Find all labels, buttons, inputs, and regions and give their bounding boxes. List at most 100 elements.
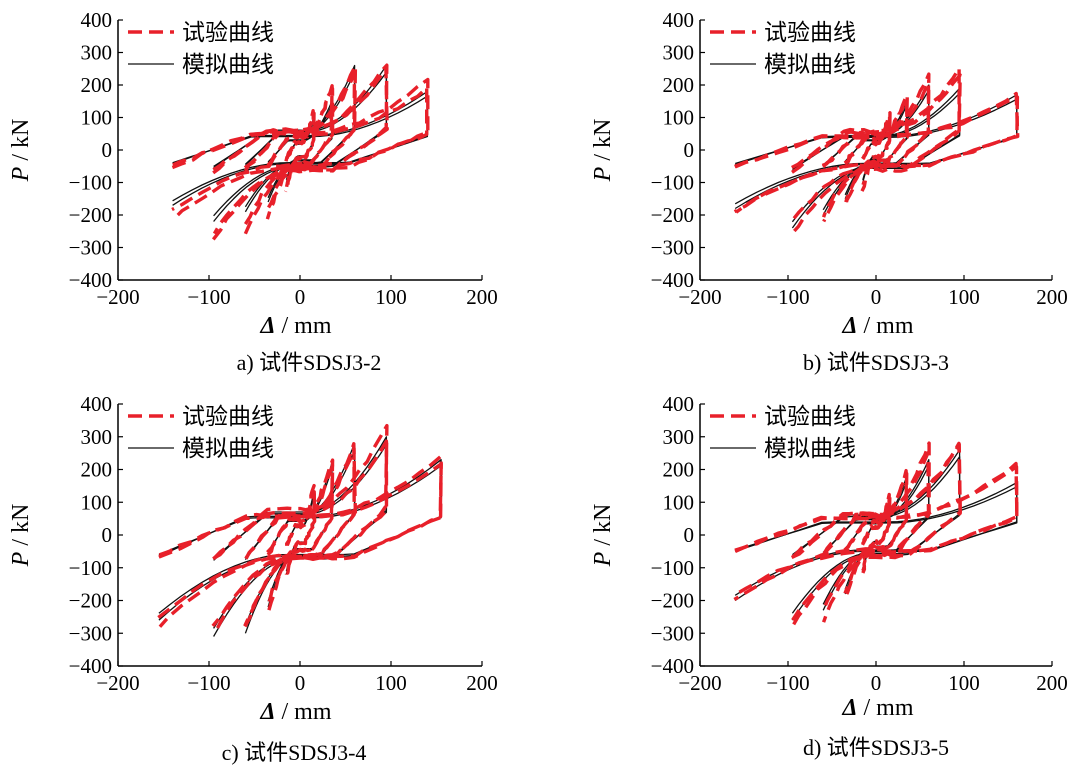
test-loop-b-4-1: [733, 95, 1020, 214]
x-tick-label: 100: [948, 671, 980, 695]
y-axis-unit: / kN: [590, 504, 616, 552]
y-tick-label: −300: [69, 621, 112, 645]
y-axis-label: P / kN: [8, 504, 34, 568]
x-tick-label: −100: [766, 285, 809, 309]
x-tick-label: −200: [678, 285, 721, 309]
x-axis-symbol: Δ: [841, 313, 857, 339]
curves-a: [171, 63, 430, 241]
y-axis-symbol: P: [8, 551, 34, 567]
y-tick-label: 300: [81, 41, 113, 65]
y-tick-label: 400: [663, 392, 695, 416]
test-loop-a-3-1: [212, 65, 389, 235]
legend-test-label: 试验曲线: [182, 404, 274, 430]
test-loop-b-3-0: [790, 66, 961, 236]
test-loop-d-4-0: [733, 461, 1019, 601]
panel-caption-a: a) 试件SDSJ3-2: [237, 350, 382, 375]
y-axis-symbol: P: [8, 166, 34, 182]
x-axis-symbol: Δ: [259, 313, 275, 339]
test-loop-b-3-1: [791, 73, 962, 222]
test-loop-c-0-1: [284, 490, 316, 575]
y-tick-label: −300: [69, 236, 112, 260]
test-loop-c-2-1: [243, 446, 356, 627]
y-tick-label: −100: [651, 171, 694, 195]
y-tick-label: −400: [69, 268, 112, 292]
y-axis-symbol: P: [590, 166, 616, 182]
y-tick-label: −100: [69, 556, 112, 580]
x-axis-symbol: Δ: [841, 695, 857, 721]
y-tick-label: 200: [663, 458, 695, 482]
x-axis-unit: / mm: [858, 313, 914, 339]
y-tick-label: −400: [651, 268, 694, 292]
legend-sim-label: 模拟曲线: [182, 52, 274, 78]
y-tick-label: 100: [81, 490, 113, 514]
x-axis-label: Δ / mm: [841, 695, 913, 721]
legend-test-label: 试验曲线: [764, 20, 856, 46]
x-tick-label: 200: [1036, 285, 1068, 309]
legend-test-label: 试验曲线: [764, 404, 856, 430]
panel-caption-d: d) 试件SDSJ3-5: [803, 735, 949, 760]
y-tick-label: 200: [81, 458, 113, 482]
x-tick-label: 0: [871, 285, 882, 309]
x-tick-label: −200: [678, 671, 721, 695]
x-tick-label: −100: [766, 671, 809, 695]
y-tick-label: 200: [81, 73, 113, 97]
legend-sim-label: 模拟曲线: [764, 52, 856, 78]
x-tick-label: 200: [466, 285, 498, 309]
test-loop-c-3-1: [211, 439, 389, 628]
y-axis-symbol: P: [590, 551, 616, 567]
test-loop-b-0-1: [861, 114, 892, 186]
test-loop-d-4-1: [733, 465, 1019, 597]
curves-d: [733, 441, 1019, 627]
y-axis-unit: / kN: [590, 119, 616, 167]
legend-background: [706, 24, 876, 86]
curves-c: [157, 423, 443, 637]
x-tick-label: 100: [375, 285, 407, 309]
y-tick-label: 100: [663, 490, 695, 514]
legend-test-label: 试验曲线: [182, 20, 274, 46]
test-loop-c-1-0: [266, 458, 335, 614]
y-axis-label: P / kN: [8, 119, 34, 183]
x-tick-label: −200: [96, 285, 139, 309]
y-tick-label: 200: [663, 73, 695, 97]
legend-background: [706, 408, 876, 470]
legend-sim-label: 模拟曲线: [764, 436, 856, 462]
curves-b: [733, 66, 1020, 236]
x-tick-label: 100: [375, 671, 407, 695]
y-tick-label: 400: [81, 8, 113, 32]
test-loop-c-3-0: [212, 423, 389, 635]
y-tick-label: 300: [81, 425, 113, 449]
x-axis-unit: / mm: [858, 695, 914, 721]
test-loop-c-1-1: [266, 463, 335, 605]
y-tick-label: 100: [81, 106, 113, 130]
y-tick-label: 0: [684, 523, 695, 547]
x-tick-label: 0: [295, 671, 306, 695]
x-tick-label: −200: [96, 671, 139, 695]
y-tick-label: −300: [651, 236, 694, 260]
x-tick-label: 100: [948, 285, 980, 309]
legend-sim-label: 模拟曲线: [182, 436, 274, 462]
legend-background: [124, 24, 294, 86]
y-axis-unit: / kN: [8, 504, 34, 552]
test-loop-a-0-1: [284, 111, 316, 188]
test-loop-d-0-0: [860, 492, 891, 576]
y-tick-label: 100: [663, 106, 695, 130]
test-loop-a-1-1: [265, 86, 335, 211]
x-axis-unit: / mm: [276, 699, 332, 725]
x-tick-label: −100: [187, 671, 230, 695]
x-tick-label: −100: [187, 285, 230, 309]
y-axis-unit: / kN: [8, 119, 34, 167]
x-axis-unit: / mm: [276, 313, 332, 339]
y-tick-label: 300: [663, 425, 695, 449]
x-tick-label: 0: [295, 285, 306, 309]
x-axis-label: Δ / mm: [841, 313, 913, 339]
x-axis-symbol: Δ: [259, 699, 275, 725]
x-tick-label: 200: [466, 671, 498, 695]
y-tick-label: −400: [69, 654, 112, 678]
